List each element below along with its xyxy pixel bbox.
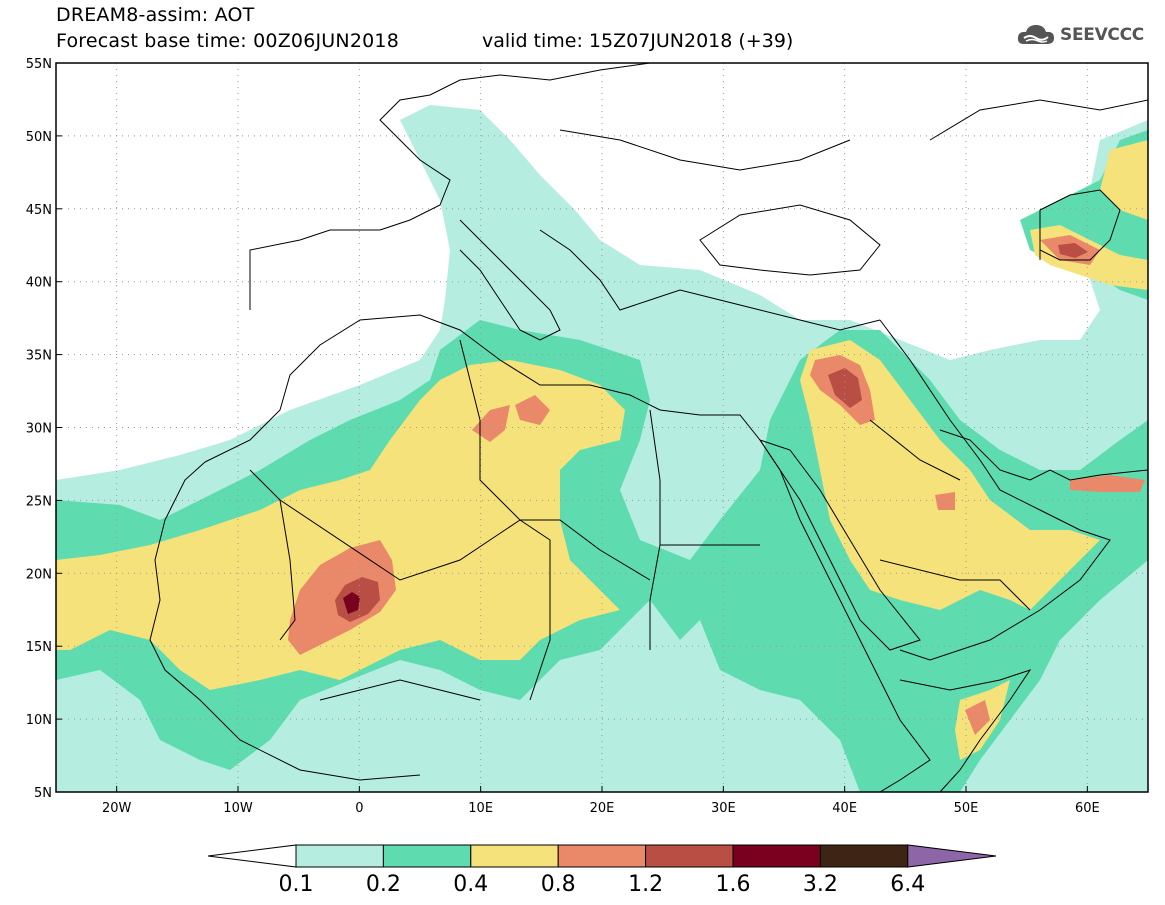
- lat-tick-label: 55N: [26, 57, 52, 72]
- colorbar-low-triangle: [207, 844, 297, 868]
- lat-tick-label: 10N: [26, 713, 52, 728]
- colorbar-swatch: [382, 844, 472, 868]
- coastline-europe: [249, 62, 651, 310]
- lon-tick-label: 20E: [590, 801, 615, 816]
- country-border: [879, 559, 1031, 611]
- colorbar-high-triangle: [907, 844, 997, 868]
- colorbar-label: 1.6: [715, 872, 751, 897]
- coastlines: [149, 62, 1149, 793]
- colorbar-swatch: [732, 844, 821, 868]
- colorbar-label: 3.2: [802, 872, 838, 897]
- lon-tick-label: 50E: [954, 801, 979, 816]
- lon-tick-label: 10W: [223, 801, 253, 816]
- coastline-italy: [459, 219, 561, 341]
- lon-tick-label: 60E: [1075, 801, 1100, 816]
- coastline-red-sea: [758, 439, 921, 651]
- cloud-logo-icon: [1017, 25, 1054, 44]
- seevccc-logo: SEEVCCC: [1016, 22, 1144, 48]
- map-gridlines: [56, 63, 1148, 792]
- colorbar-swatch: [470, 844, 559, 868]
- coastline-balkans: [539, 229, 881, 331]
- aot-region-level-0.8: [965, 700, 990, 735]
- lat-tick-label: 30N: [26, 422, 52, 437]
- aot-region-level-0.8: [1070, 475, 1145, 492]
- lat-tick-label: 50N: [26, 130, 52, 145]
- lat-tick-label: 20N: [26, 567, 52, 582]
- colorbar-label: 1.2: [628, 872, 664, 897]
- aot-region-level-1.6: [343, 592, 360, 614]
- country-border: [649, 544, 661, 650]
- country-border: [869, 419, 961, 481]
- colorbar-swatch: [819, 844, 909, 868]
- colorbar-label: 6.4: [890, 872, 926, 897]
- colorbar: [207, 844, 997, 868]
- colorbar-swatch: [295, 844, 384, 868]
- aot-region-level-0.4: [1100, 140, 1148, 220]
- lon-tick-label: 0: [355, 801, 363, 816]
- valid-time: valid time: 15Z07JUN2018 (+39): [482, 30, 794, 52]
- coastline-africa: [204, 314, 931, 793]
- colorbar-label: 0.8: [540, 872, 576, 897]
- country-border: [649, 409, 760, 546]
- aot-field: [56, 105, 1148, 792]
- logo-text: SEEVCCC: [1060, 25, 1144, 45]
- country-border: [279, 499, 521, 581]
- coastline-persian-gulf: [939, 429, 1149, 481]
- country-border: [519, 519, 551, 701]
- aot-region-level-0.8: [472, 405, 510, 442]
- coastline-caspian: [1039, 189, 1121, 261]
- lat-tick-label: 15N: [26, 640, 52, 655]
- latitude-axis: 55N 50N 45N 40N 35N 30N 25N 20N 15N 10N 5N: [26, 57, 62, 801]
- coastline-black-sea: [699, 204, 881, 276]
- colorbar-label: 0.1: [278, 872, 314, 897]
- country-border: [319, 679, 481, 701]
- lon-tick-label: 30E: [711, 801, 736, 816]
- colorbar-label: 0.4: [453, 872, 489, 897]
- lon-tick-label: 40E: [832, 801, 857, 816]
- aot-region-level-0.8: [515, 395, 550, 425]
- colorbar-swatch: [557, 844, 647, 868]
- lat-tick-label: 35N: [26, 349, 52, 364]
- coastline-horn-of-africa: [899, 669, 1032, 793]
- lat-tick-label: 40N: [26, 276, 52, 291]
- aot-region-level-1.2: [1058, 243, 1088, 258]
- country-border: [929, 99, 1149, 141]
- coastline-west-africa: [149, 461, 421, 781]
- colorbar-swatch: [645, 844, 734, 868]
- longitude-axis: 20W 10W 0 10E 20E 30E 40E 50E 60E: [102, 786, 1100, 816]
- lon-tick-label: 10E: [468, 801, 493, 816]
- aot-region-level-0.4: [56, 360, 625, 690]
- lat-tick-label: 5N: [34, 786, 52, 801]
- lon-tick-label: 20W: [102, 801, 132, 816]
- aot-region-level-0.8: [935, 492, 955, 510]
- colorbar-label: 0.2: [365, 872, 401, 897]
- forecast-base-time: Forecast base time: 00Z06JUN2018: [56, 30, 399, 52]
- map-title: DREAM8-assim: AOT: [56, 4, 255, 26]
- country-border: [559, 129, 851, 171]
- lat-tick-label: 45N: [26, 203, 52, 218]
- lat-tick-label: 25N: [26, 494, 52, 509]
- country-border: [249, 469, 296, 641]
- coastline-arabia: [879, 319, 1111, 661]
